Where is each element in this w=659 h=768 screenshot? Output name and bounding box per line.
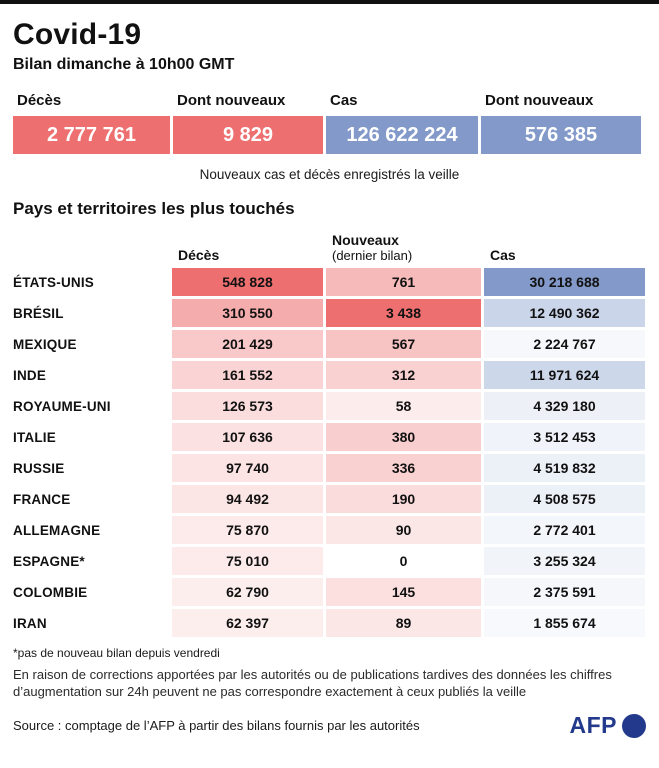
- deces-column-header: Décès: [178, 247, 220, 263]
- table-title: Pays et territoires les plus touchés: [13, 199, 295, 218]
- table-row: RUSSIE 97 740 336 4 519 832: [13, 454, 646, 482]
- country-cell: MEXIQUE: [13, 336, 77, 352]
- country-cell: COLOMBIE: [13, 584, 88, 600]
- cas-cell: 2 224 767: [484, 330, 645, 358]
- afp-logo-circle: [622, 713, 646, 738]
- summary-label-cas: Cas: [330, 92, 358, 109]
- cas-cell: 2 375 591: [484, 578, 645, 606]
- country-cell: IRAN: [13, 615, 47, 631]
- country-table-body: ÉTATS-UNIS 548 828 761 30 218 688 BRÉSIL 310 …: [13, 268, 646, 637]
- table-row: ITALIE 107 636 380 3 512 453: [13, 423, 646, 451]
- summary-value-deces-nouveaux: 9 829: [173, 116, 323, 154]
- deces-cell: 310 550: [172, 299, 323, 327]
- deces-cell: 201 429: [172, 330, 323, 358]
- country-cell: ALLEMAGNE: [13, 522, 101, 538]
- summary-label-deces: Décès: [17, 92, 62, 109]
- cas-cell: 4 508 575: [484, 485, 645, 513]
- summary-value-cas: 126 622 224: [326, 116, 478, 154]
- afp-logo-text: AFP: [569, 712, 617, 738]
- cas-cell: 4 329 180: [484, 392, 645, 420]
- cas-cell: 2 772 401: [484, 516, 645, 544]
- afp-logo: AFP: [569, 712, 646, 739]
- table-row: IRAN 62 397 89 1 855 674: [13, 609, 646, 637]
- table-row: ALLEMAGNE 75 870 90 2 772 401: [13, 516, 646, 544]
- covid-infographic: Covid-19 Bilan dimanche à 10h00 GMT Décè…: [0, 4, 659, 739]
- table-header-row: Décès Nouveaux (dernier bilan) Cas: [13, 232, 646, 263]
- table-row: MEXIQUE 201 429 567 2 224 767: [13, 330, 646, 358]
- deces-cell: 75 870: [172, 516, 323, 544]
- cas-cell: 11 971 624: [484, 361, 645, 389]
- nouveaux-cell: 0: [326, 547, 481, 575]
- country-cell: FRANCE: [13, 491, 71, 507]
- table-row: ESPAGNE* 75 010 0 3 255 324: [13, 547, 646, 575]
- nouveaux-cell: 58: [326, 392, 481, 420]
- country-cell: ROYAUME-UNI: [13, 398, 111, 414]
- deces-cell: 548 828: [172, 268, 323, 296]
- country-cell: RUSSIE: [13, 460, 65, 476]
- deces-cell: 62 397: [172, 609, 323, 637]
- top-border: [0, 0, 659, 4]
- country-cell: INDE: [13, 367, 47, 383]
- nouveaux-cell: 336: [326, 454, 481, 482]
- nouveaux-column-header-line1: Nouveaux: [332, 232, 399, 248]
- deces-cell: 75 010: [172, 547, 323, 575]
- page-title: Covid-19: [13, 18, 142, 51]
- summary-value-deces: 2 777 761: [13, 116, 170, 154]
- summary-caption: Nouveaux cas et décès enregistrés la vei…: [199, 167, 460, 182]
- table-row: ROYAUME-UNI 126 573 58 4 329 180: [13, 392, 646, 420]
- table-row: BRÉSIL 310 550 3 438 12 490 362: [13, 299, 646, 327]
- country-cell: ÉTATS-UNIS: [13, 274, 94, 290]
- footnote: *pas de nouveau bilan depuis vendredi: [13, 646, 220, 660]
- correction-note: En raison de corrections apportées par l…: [13, 667, 612, 699]
- deces-cell: 126 573: [172, 392, 323, 420]
- page-subtitle: Bilan dimanche à 10h00 GMT: [13, 56, 235, 73]
- country-cell: ESPAGNE*: [13, 553, 85, 569]
- nouveaux-cell: 3 438: [326, 299, 481, 327]
- country-cell: ITALIE: [13, 429, 56, 445]
- cas-cell: 3 255 324: [484, 547, 645, 575]
- cas-cell: 12 490 362: [484, 299, 645, 327]
- table-row: INDE 161 552 312 11 971 624: [13, 361, 646, 389]
- nouveaux-cell: 312: [326, 361, 481, 389]
- deces-cell: 94 492: [172, 485, 323, 513]
- nouveaux-cell: 190: [326, 485, 481, 513]
- summary-labels-row: Décès Dont nouveaux Cas Dont nouveaux: [13, 92, 646, 109]
- cas-cell: 1 855 674: [484, 609, 645, 637]
- summary-value-cas-nouveaux: 576 385: [481, 116, 641, 154]
- cas-cell: 4 519 832: [484, 454, 645, 482]
- source-row: Source : comptage de l’AFP à partir des …: [13, 712, 646, 739]
- cas-cell: 30 218 688: [484, 268, 645, 296]
- nouveaux-cell: 90: [326, 516, 481, 544]
- deces-cell: 97 740: [172, 454, 323, 482]
- source-text: Source : comptage de l’AFP à partir des …: [13, 718, 420, 733]
- nouveaux-column-header: Nouveaux (dernier bilan): [326, 232, 481, 263]
- nouveaux-cell: 567: [326, 330, 481, 358]
- country-cell: BRÉSIL: [13, 305, 64, 321]
- summary-values-row: 2 777 761 9 829 126 622 224 576 385: [13, 116, 646, 154]
- nouveaux-cell: 761: [326, 268, 481, 296]
- nouveaux-cell: 89: [326, 609, 481, 637]
- nouveaux-cell: 380: [326, 423, 481, 451]
- nouveaux-cell: 145: [326, 578, 481, 606]
- summary-label-deces-nouveaux: Dont nouveaux: [177, 92, 286, 109]
- cas-cell: 3 512 453: [484, 423, 645, 451]
- nouveaux-column-header-line2: (dernier bilan): [332, 248, 413, 263]
- table-row: FRANCE 94 492 190 4 508 575: [13, 485, 646, 513]
- table-row: COLOMBIE 62 790 145 2 375 591: [13, 578, 646, 606]
- cas-column-header: Cas: [490, 247, 516, 263]
- summary-label-cas-nouveaux: Dont nouveaux: [485, 92, 594, 109]
- deces-cell: 161 552: [172, 361, 323, 389]
- deces-cell: 107 636: [172, 423, 323, 451]
- table-row: ÉTATS-UNIS 548 828 761 30 218 688: [13, 268, 646, 296]
- deces-cell: 62 790: [172, 578, 323, 606]
